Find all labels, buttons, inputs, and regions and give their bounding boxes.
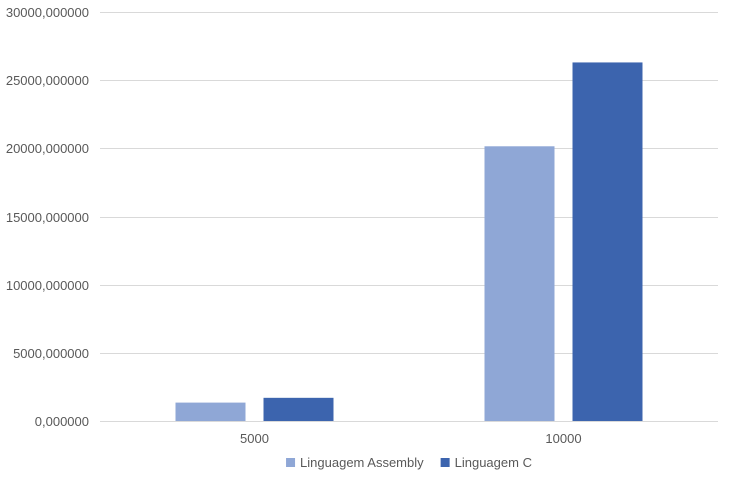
y-tick-label: 5000,000000 <box>13 346 89 361</box>
bar-linguagem-c-10000 <box>572 62 643 422</box>
legend-label: Linguagem C <box>455 455 532 470</box>
legend-item: Linguagem C <box>440 455 532 470</box>
y-tick-label: 0,000000 <box>35 414 89 429</box>
bars <box>175 62 643 422</box>
bar-linguagem-c-5000 <box>263 397 334 421</box>
y-tick-label: 25000,000000 <box>6 73 89 88</box>
x-axis-tick-labels: 5000 10000 <box>240 431 582 446</box>
legend-label: Linguagem Assembly <box>300 455 424 470</box>
y-axis-tick-labels: 0,000000 5000,000000 10000,000000 15000,000… <box>6 5 89 429</box>
y-tick-label: 20000,000000 <box>6 141 89 156</box>
bar-linguagem-assembly-5000 <box>175 402 246 421</box>
gridlines <box>100 12 718 422</box>
y-tick-label: 15000,000000 <box>6 210 89 225</box>
y-tick-label: 30000,000000 <box>6 5 89 20</box>
y-tick-label: 10000,000000 <box>6 278 89 293</box>
legend-swatch <box>440 458 450 467</box>
bar-linguagem-assembly-10000 <box>484 146 555 421</box>
legend: Linguagem Assembly Linguagem C <box>286 455 532 470</box>
legend-item: Linguagem Assembly <box>286 455 424 470</box>
x-tick-label: 5000 <box>240 431 269 446</box>
x-tick-label: 10000 <box>545 431 581 446</box>
legend-swatch <box>286 458 296 467</box>
